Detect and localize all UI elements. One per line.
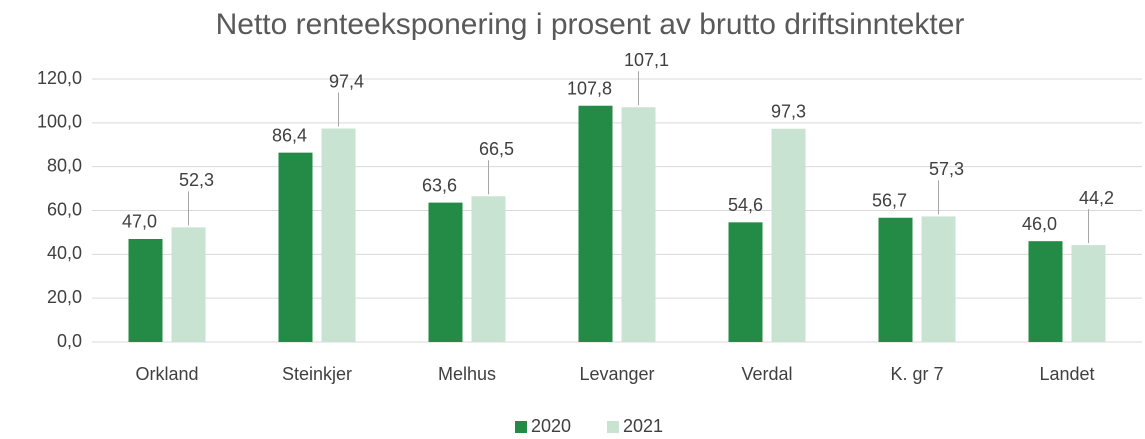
legend-swatch — [515, 421, 527, 433]
y-tick-label: 80,0 — [47, 155, 82, 175]
bar — [771, 128, 806, 342]
bar — [278, 152, 313, 342]
y-tick-label: 120,0 — [37, 68, 82, 88]
x-tick-label: Orkland — [135, 364, 198, 384]
data-label: 97,3 — [771, 102, 806, 122]
bar — [728, 222, 763, 342]
bar — [171, 227, 206, 342]
y-tick-label: 0,0 — [57, 331, 82, 351]
bar — [1071, 245, 1106, 342]
x-tick-label: Verdal — [741, 364, 792, 384]
bar — [621, 107, 656, 343]
data-label: 56,7 — [872, 190, 907, 210]
data-label: 57,3 — [929, 159, 964, 179]
y-tick-label: 40,0 — [47, 243, 82, 263]
y-tick-label: 20,0 — [47, 287, 82, 307]
data-label: 44,2 — [1079, 188, 1114, 208]
data-label: 97,4 — [329, 71, 364, 91]
data-label: 63,6 — [422, 175, 457, 195]
data-label: 47,0 — [122, 212, 157, 232]
bar — [321, 128, 356, 342]
y-tick-label: 100,0 — [37, 112, 82, 132]
data-label: 52,3 — [179, 170, 214, 190]
x-tick-label: Steinkjer — [282, 364, 352, 384]
data-label: 66,5 — [479, 139, 514, 159]
bar — [428, 202, 463, 342]
bar — [1028, 241, 1063, 342]
x-tick-label: Landet — [1039, 364, 1094, 384]
bar — [921, 216, 956, 342]
x-tick-label: Levanger — [579, 364, 654, 384]
chart-title: Netto renteeksponering i prosent av brut… — [216, 8, 965, 41]
x-tick-label: Melhus — [438, 364, 496, 384]
data-label: 54,6 — [728, 195, 763, 215]
legend-label: 2021 — [623, 416, 663, 436]
data-label: 107,1 — [624, 50, 669, 70]
bar — [471, 196, 506, 342]
bar — [578, 105, 613, 342]
legend-label: 2020 — [531, 416, 571, 436]
x-tick-label: K. gr 7 — [890, 364, 943, 384]
data-label: 107,8 — [567, 78, 612, 98]
legend-swatch — [607, 421, 619, 433]
data-label: 46,0 — [1022, 214, 1057, 234]
bar — [878, 217, 913, 342]
bar — [128, 238, 163, 342]
data-label: 86,4 — [272, 125, 307, 145]
y-tick-label: 60,0 — [47, 199, 82, 219]
